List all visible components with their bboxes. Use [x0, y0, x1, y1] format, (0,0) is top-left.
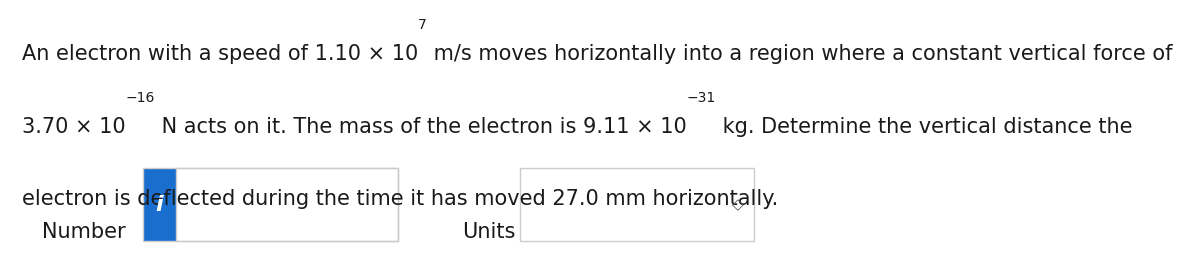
Text: i: i: [156, 195, 163, 215]
Text: Number: Number: [42, 222, 126, 242]
Text: −16: −16: [125, 91, 155, 105]
Text: ◇: ◇: [732, 197, 744, 212]
Text: −31: −31: [686, 91, 715, 105]
FancyBboxPatch shape: [143, 168, 176, 241]
Text: Units: Units: [462, 222, 515, 242]
FancyBboxPatch shape: [520, 168, 754, 241]
FancyBboxPatch shape: [176, 168, 398, 241]
Text: N acts on it. The mass of the electron is 9.11 × 10: N acts on it. The mass of the electron i…: [155, 117, 686, 136]
Text: kg. Determine the vertical distance the: kg. Determine the vertical distance the: [715, 117, 1132, 136]
Text: 3.70 × 10: 3.70 × 10: [22, 117, 125, 136]
Text: An electron with a speed of 1.10 × 10: An electron with a speed of 1.10 × 10: [22, 44, 418, 64]
Text: m/s moves horizontally into a region where a constant vertical force of: m/s moves horizontally into a region whe…: [427, 44, 1172, 64]
Text: electron is deflected during the time it has moved 27.0 mm horizontally.: electron is deflected during the time it…: [22, 189, 778, 209]
Text: 7: 7: [418, 18, 427, 32]
